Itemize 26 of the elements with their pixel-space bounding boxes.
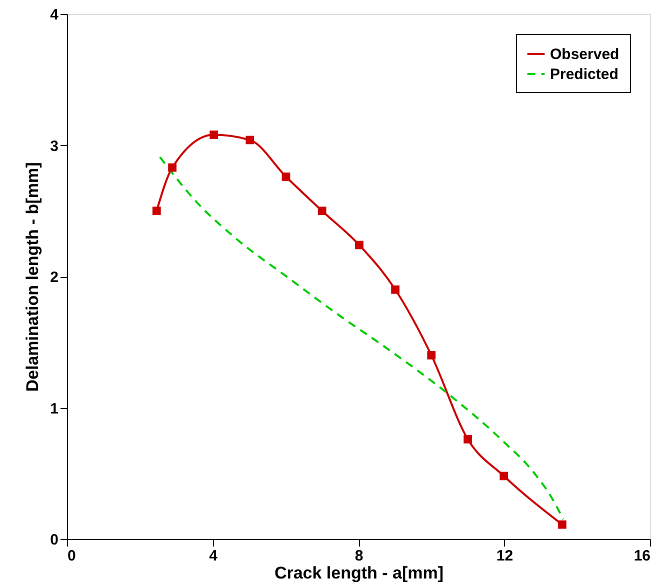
point [152,206,161,216]
point [391,285,400,294]
point [246,136,254,144]
point [210,130,218,139]
x-tick-label: 12 [496,548,514,564]
point [427,351,436,360]
y-tick-label: 2 [50,269,58,286]
point [558,520,566,529]
point [282,172,290,181]
x-tick-label: 0 [68,548,76,564]
point [168,163,176,172]
y-tick-label: 4 [50,6,60,24]
x-axis-title: Crack length - a[mm] [274,564,444,582]
point [464,435,472,444]
x-tick-label: 4 [209,548,218,564]
point [318,206,326,216]
legend-label: Observed [550,46,620,63]
y-tick-label: 1 [50,400,58,418]
y-tick-label: 3 [50,138,58,155]
point [355,240,364,250]
legend-label: Predicted [550,66,618,83]
point [500,472,508,480]
x-tick-label: 8 [354,548,364,564]
x-tick-label: 16 [634,548,650,564]
y-tick-label: 0 [50,532,58,548]
y-axis-title: Delamination length - b[mm] [23,162,42,392]
